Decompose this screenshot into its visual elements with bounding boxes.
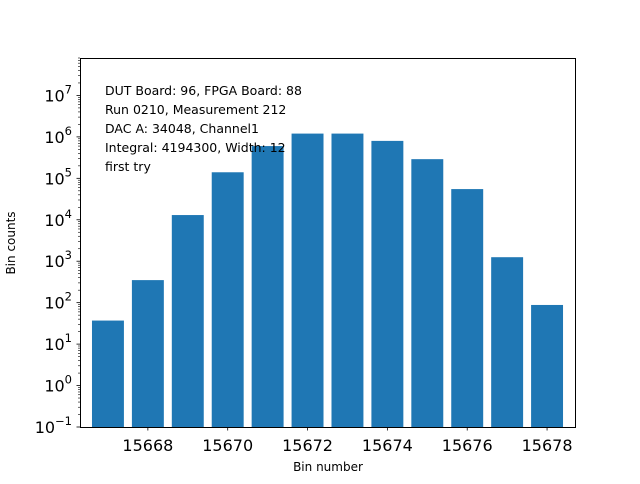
annotation-line: Integral: 4194300, Width: 12 [105, 140, 286, 155]
y-axis-label: Bin counts [4, 211, 18, 274]
bar-15669 [171, 215, 204, 427]
bar-15667 [91, 320, 124, 427]
y-tick-label: 107 [44, 82, 72, 105]
y-axis: 10−1 100 101 102 103 104 105 106 107 [35, 57, 80, 437]
annotation-line: first try [105, 159, 151, 174]
bar-15668 [131, 280, 164, 427]
info-annotation: DUT Board: 96, FPGA Board: 88 Run 0210, M… [105, 83, 302, 174]
annotation-line: DAC A: 34048, Channel1 [105, 121, 259, 136]
annotation-line: DUT Board: 96, FPGA Board: 88 [105, 83, 302, 98]
y-tick-label: 103 [44, 248, 72, 271]
y-tick-label: 106 [44, 124, 72, 147]
bar-15677 [491, 257, 524, 427]
bar-15674 [371, 140, 404, 427]
bar-15670 [211, 172, 244, 427]
x-tick-label: 15676 [442, 436, 493, 455]
y-tick-label: 102 [44, 290, 72, 313]
bar-15671 [251, 146, 284, 427]
x-tick-label: 15678 [522, 436, 573, 455]
x-tick-label: 15668 [122, 436, 173, 455]
x-tick-label: 15672 [282, 436, 333, 455]
x-axis: 15668 15670 15672 15674 15676 15678 [122, 427, 573, 455]
x-axis-label: Bin number [293, 460, 363, 474]
bar-15676 [451, 189, 484, 427]
y-tick-label: 101 [44, 331, 72, 354]
bar-15672 [291, 133, 324, 427]
x-tick-label: 15674 [362, 436, 413, 455]
bar-15673 [331, 133, 364, 427]
y-tick-label: 10−1 [35, 414, 72, 437]
bar-15678 [531, 304, 564, 427]
plot-frame [80, 58, 576, 428]
annotation-line: Run 0210, Measurement 212 [105, 102, 286, 117]
bar-15675 [411, 159, 444, 427]
y-tick-label: 104 [44, 207, 72, 230]
bars [91, 133, 564, 427]
x-tick-label: 15670 [202, 436, 253, 455]
y-tick-label: 100 [44, 373, 72, 396]
y-tick-label: 105 [44, 165, 72, 188]
